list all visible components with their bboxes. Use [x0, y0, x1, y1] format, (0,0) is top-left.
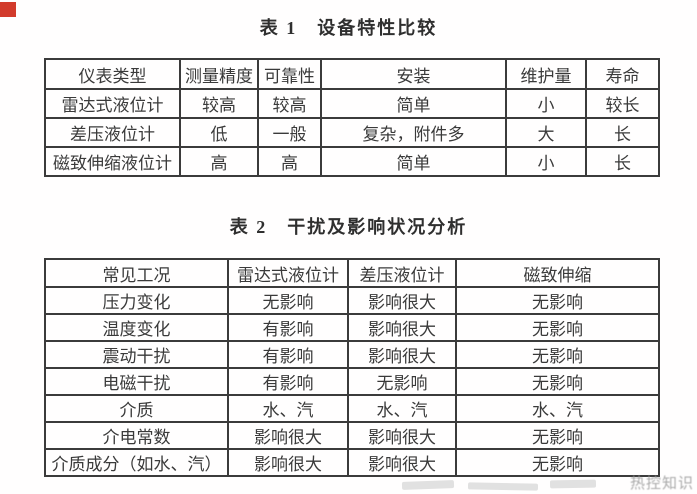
table-cell: 水、汽 [455, 394, 660, 423]
table-cell: 介电常数 [44, 421, 229, 450]
table-cell: 电磁干扰 [44, 367, 229, 396]
table-row: 介质 水、汽 水、汽 水、汽 [44, 394, 660, 423]
table-cell: 影响很大 [347, 421, 457, 450]
table-cell: 简单 [320, 88, 507, 119]
red-corner-mark [0, 2, 16, 17]
column-header: 维护量 [505, 58, 587, 90]
table-cell: 长 [585, 146, 660, 177]
table-row: 介电常数 影响很大 影响很大 无影响 [44, 421, 660, 450]
watermark-stroke [467, 482, 539, 491]
table-cell: 无影响 [455, 421, 660, 450]
column-header: 雷达式液位计 [227, 258, 349, 288]
table-cell: 影响很大 [347, 448, 457, 477]
table-header-row: 仪表类型 测量精度 可靠性 安装 维护量 寿命 [44, 58, 660, 90]
table1-title: 表 1 设备特性比较 [259, 18, 438, 38]
watermark-stroke [401, 480, 455, 490]
table-row: 介质成分（如水、汽） 影响很大 影响很大 无影响 [44, 448, 660, 477]
table-cell: 无影响 [227, 286, 349, 315]
table-cell: 复杂，附件多 [320, 117, 507, 148]
table-cell: 影响很大 [347, 313, 457, 342]
table-row: 差压液位计 低 一般 复杂，附件多 大 长 [44, 117, 660, 148]
table-cell: 高 [257, 146, 322, 177]
table-row: 磁致伸缩液位计 高 高 简单 小 长 [44, 146, 660, 177]
table-cell: 有影响 [227, 313, 349, 342]
table-cell: 无影响 [455, 448, 660, 477]
table-row: 雷达式液位计 较高 较高 简单 小 较长 [44, 88, 660, 119]
table-cell: 无影响 [455, 367, 660, 396]
table-cell: 震动干扰 [44, 340, 229, 369]
table-cell: 雷达式液位计 [44, 88, 181, 119]
column-header: 磁致伸缩 [455, 258, 660, 288]
table-cell: 无影响 [347, 367, 457, 396]
column-header: 安装 [320, 58, 507, 90]
table-interference-analysis: 常见工况 雷达式液位计 差压液位计 磁致伸缩 压力变化 无影响 影响很大 无影响… [44, 258, 660, 477]
column-header: 仪表类型 [44, 58, 181, 90]
table-cell: 高 [179, 146, 259, 177]
table-cell: 水、汽 [227, 394, 349, 423]
table-cell: 小 [505, 146, 587, 177]
table-cell: 影响很大 [227, 421, 349, 450]
table-cell: 简单 [320, 146, 507, 177]
table-row: 压力变化 无影响 影响很大 无影响 [44, 286, 660, 315]
table-row: 电磁干扰 有影响 无影响 无影响 [44, 367, 660, 396]
table-cell: 水、汽 [347, 394, 457, 423]
table-cell: 一般 [257, 117, 322, 148]
table-cell: 无影响 [455, 313, 660, 342]
table-cell: 较高 [257, 88, 322, 119]
column-header: 测量精度 [179, 58, 259, 90]
column-header: 寿命 [585, 58, 660, 90]
table-cell: 无影响 [455, 340, 660, 369]
table-cell: 低 [179, 117, 259, 148]
table-row: 温度变化 有影响 影响很大 无影响 [44, 313, 660, 342]
table-cell: 有影响 [227, 367, 349, 396]
table-cell: 长 [585, 117, 660, 148]
table-cell: 小 [505, 88, 587, 119]
table-cell: 差压液位计 [44, 117, 181, 148]
table-cell: 大 [505, 117, 587, 148]
table-cell: 压力变化 [44, 286, 229, 315]
table-cell: 磁致伸缩液位计 [44, 146, 181, 177]
table-cell: 温度变化 [44, 313, 229, 342]
table-cell: 介质成分（如水、汽） [44, 448, 229, 477]
table-header-row: 常见工况 雷达式液位计 差压液位计 磁致伸缩 [44, 258, 660, 288]
table-cell: 较长 [585, 88, 660, 119]
column-header: 常见工况 [44, 258, 229, 288]
table-cell: 影响很大 [347, 286, 457, 315]
column-header: 差压液位计 [347, 258, 457, 288]
table-cell: 无影响 [455, 286, 660, 315]
watermark-text: 热控知识 [629, 475, 694, 492]
table-cell: 较高 [179, 88, 259, 119]
table-cell: 介质 [44, 394, 229, 423]
table-cell: 影响很大 [347, 340, 457, 369]
watermark-stroke [549, 479, 597, 489]
table-row: 震动干扰 有影响 影响很大 无影响 [44, 340, 660, 369]
table-equipment-comparison: 仪表类型 测量精度 可靠性 安装 维护量 寿命 雷达式液位计 较高 较高 简单 … [44, 58, 660, 177]
table-cell: 有影响 [227, 340, 349, 369]
table2-title: 表 2 干扰及影响状况分析 [229, 217, 468, 237]
table-cell: 影响很大 [227, 448, 349, 477]
column-header: 可靠性 [257, 58, 322, 90]
